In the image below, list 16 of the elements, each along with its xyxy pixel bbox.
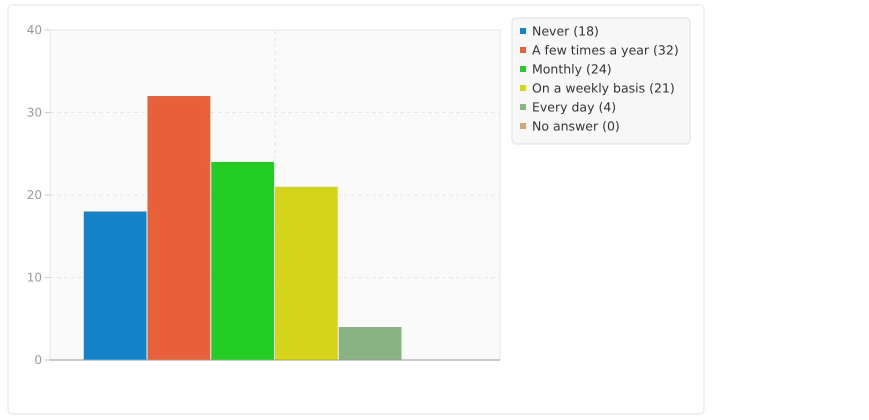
bar — [148, 96, 210, 360]
bar — [275, 186, 338, 360]
legend-label: A few times a year (32) — [532, 42, 679, 58]
bar — [338, 327, 402, 360]
legend-label: Never (18) — [532, 23, 599, 38]
y-tick-label: 20 — [26, 188, 42, 202]
bar — [211, 162, 274, 360]
legend-label: On a weekly basis (21) — [532, 80, 675, 96]
legend-label: No answer (0) — [532, 118, 620, 134]
legend-label: Every day (4) — [532, 99, 616, 114]
y-tick-label: 10 — [26, 270, 42, 285]
legend-label: Monthly (24) — [532, 61, 612, 76]
bar — [84, 212, 146, 360]
y-tick-label: 30 — [26, 106, 42, 120]
y-tick-label: 40 — [26, 23, 42, 38]
y-tick-label: 0 — [34, 353, 42, 368]
